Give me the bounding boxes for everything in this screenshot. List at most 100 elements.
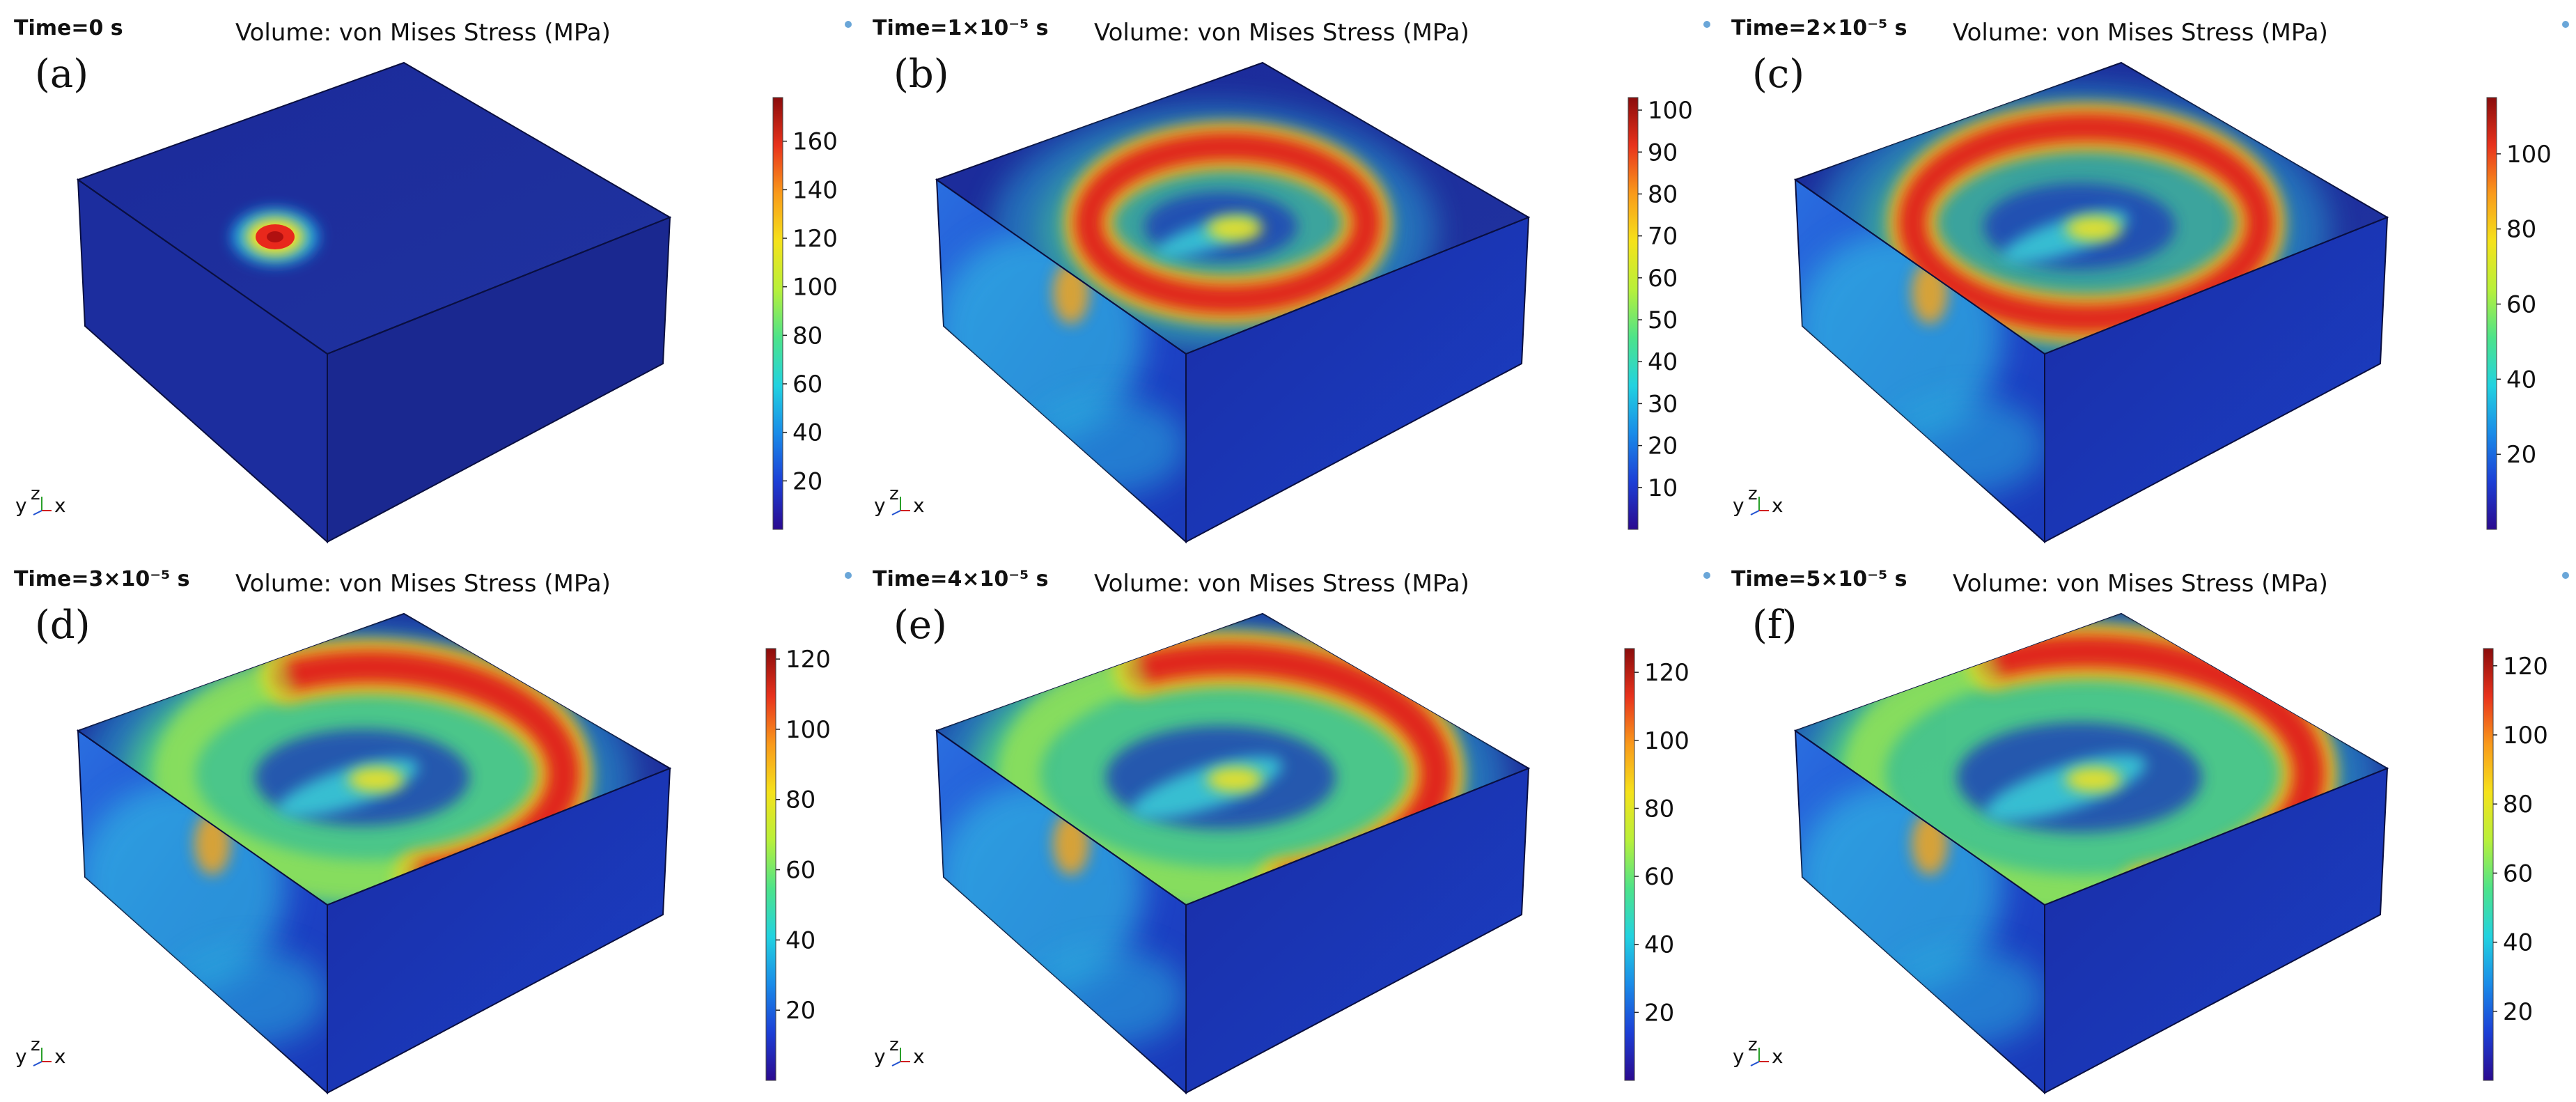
time-label: Time=1×10⁻⁵ s	[873, 16, 1049, 40]
axis-triad-y: y	[874, 494, 886, 517]
colorbar-tick-label: 20	[793, 467, 822, 495]
colorbar-tick-label: 60	[786, 857, 815, 885]
colorbar-tick-label: 60	[1648, 265, 1678, 293]
corner-marker	[845, 21, 852, 28]
block-edge	[936, 730, 1529, 906]
corner-marker	[1703, 21, 1710, 28]
axis-triad-y-arrow	[891, 1061, 901, 1066]
colorbar-tick-label: 20	[1648, 433, 1678, 460]
colorbar-tick-label: 80	[1648, 180, 1678, 208]
time-label: Time=0 s	[14, 16, 123, 40]
colorbar-tick-label: 100	[1648, 97, 1693, 125]
central-hotspot	[2066, 216, 2121, 241]
corner-marker	[1703, 572, 1710, 579]
panel-label: (f)	[1752, 603, 1797, 648]
axis-triad-x: x	[913, 494, 925, 517]
side-stress-glow	[174, 948, 327, 1046]
colorbar-tick-label: 100	[2506, 141, 2552, 169]
corner-marker	[2562, 572, 2569, 579]
colorbar-tick-label: 120	[786, 646, 831, 674]
central-hotspot	[1207, 216, 1263, 241]
colorbar-tick-label: 80	[793, 322, 822, 350]
colorbar-tick-label: 90	[1648, 139, 1678, 166]
time-label: Time=5×10⁻⁵ s	[1731, 567, 1907, 591]
colorbar-tick-label: 120	[2503, 653, 2548, 681]
axis-triad-z: z	[31, 483, 40, 504]
colorbar-tick-label: 20	[1644, 999, 1674, 1027]
time-label: Time=4×10⁻⁵ s	[873, 567, 1049, 591]
stress-ring-core	[1075, 132, 1381, 313]
central-hotspot	[1207, 767, 1263, 792]
side-stress-glow	[1891, 397, 2045, 495]
plot-title: Volume: von Mises Stress (MPa)	[1953, 570, 2328, 598]
central-hotspot	[348, 767, 404, 792]
axis-triad-y: y	[1733, 1045, 1744, 1068]
panel-c: Time=2×10⁻⁵ s Volume: von Mises Stress (M…	[1731, 16, 2569, 544]
colorbar-tick-label: 40	[2503, 929, 2533, 957]
axis-triad-x: x	[54, 494, 66, 517]
colorbar	[2486, 97, 2497, 530]
axis-triad-x: x	[913, 1045, 925, 1068]
axis-triad-y: y	[874, 1045, 886, 1068]
plot-title: Volume: von Mises Stress (MPa)	[235, 570, 611, 598]
side-stress-glow	[1033, 397, 1186, 495]
side-stress-glow	[1033, 948, 1186, 1046]
axis-triad-y-arrow	[33, 1061, 42, 1066]
block-edge	[1795, 730, 2388, 906]
axis-triad-z: z	[1748, 1034, 1758, 1055]
panel-f: Time=5×10⁻⁵ s Volume: von Mises Stress (M…	[1731, 567, 2569, 1095]
colorbar-tick-label: 30	[1648, 390, 1678, 418]
axis-triad-x: x	[54, 1045, 66, 1068]
block-edge	[77, 730, 671, 906]
axis-triad-y: y	[15, 1045, 27, 1068]
axis-triad-x: x	[1772, 1045, 1783, 1068]
axis-triad-y-arrow	[1750, 510, 1760, 515]
axis-triad-z: z	[889, 1034, 899, 1055]
colorbar-tick-label: 100	[786, 716, 831, 744]
plot-title: Volume: von Mises Stress (MPa)	[1953, 19, 2328, 47]
colorbar-tick-label: 80	[1644, 795, 1674, 823]
colorbar	[765, 648, 776, 1081]
colorbar-tick-label: 60	[1644, 863, 1674, 891]
colorbar-tick-label: 120	[1644, 659, 1689, 687]
colorbar	[2483, 648, 2494, 1081]
panel-label: (e)	[893, 603, 947, 648]
colorbar-tick-label: 160	[793, 128, 838, 156]
colorbar-tick-label: 20	[786, 997, 815, 1025]
colorbar-tick-label: 20	[2503, 998, 2533, 1026]
axis-triad-z: z	[889, 483, 899, 504]
corner-marker	[2562, 21, 2569, 28]
colorbar-tick-label: 40	[786, 926, 815, 954]
axis-triad-z: z	[31, 1034, 40, 1055]
colorbar-tick-label: 120	[793, 225, 838, 253]
colorbar-tick-label: 40	[1648, 348, 1678, 376]
axis-triad-y-arrow	[891, 510, 901, 515]
panel-label: (c)	[1752, 52, 1804, 97]
panel-label: (d)	[35, 603, 91, 648]
colorbar-tick-label: 80	[2503, 791, 2533, 818]
colorbar-tick-label: 70	[1648, 223, 1678, 251]
axis-triad-y: y	[15, 494, 27, 517]
colorbar-tick-label: 100	[2503, 722, 2548, 750]
colorbar-tick-label: 80	[786, 786, 815, 814]
central-hotspot	[2066, 767, 2121, 792]
colorbar-tick-label: 10	[1648, 474, 1678, 502]
colorbar-tick-label: 20	[2506, 441, 2536, 469]
stress-spot-peak	[267, 231, 283, 242]
stress-ring-core	[1898, 113, 2274, 333]
panel-d: Time=3×10⁻⁵ s Volume: von Mises Stress (M…	[14, 567, 852, 1095]
plot-title: Volume: von Mises Stress (MPa)	[1094, 19, 1469, 47]
panel-label: (a)	[35, 52, 88, 97]
colorbar-tick-label: 60	[2503, 860, 2533, 887]
panel-e: Time=4×10⁻⁵ s Volume: von Mises Stress (M…	[873, 567, 1710, 1095]
time-label: Time=3×10⁻⁵ s	[14, 567, 190, 591]
plot-title: Volume: von Mises Stress (MPa)	[1094, 570, 1469, 598]
axis-triad-y-arrow	[33, 510, 42, 515]
colorbar-tick-label: 60	[793, 371, 822, 398]
axis-triad-y: y	[1733, 494, 1744, 517]
axis-triad-y-arrow	[1750, 1061, 1760, 1066]
panel-b: Time=1×10⁻⁵ s Volume: von Mises Stress (M…	[873, 16, 1710, 544]
block-edge	[77, 179, 671, 355]
colorbar-tick-label: 140	[793, 176, 838, 204]
